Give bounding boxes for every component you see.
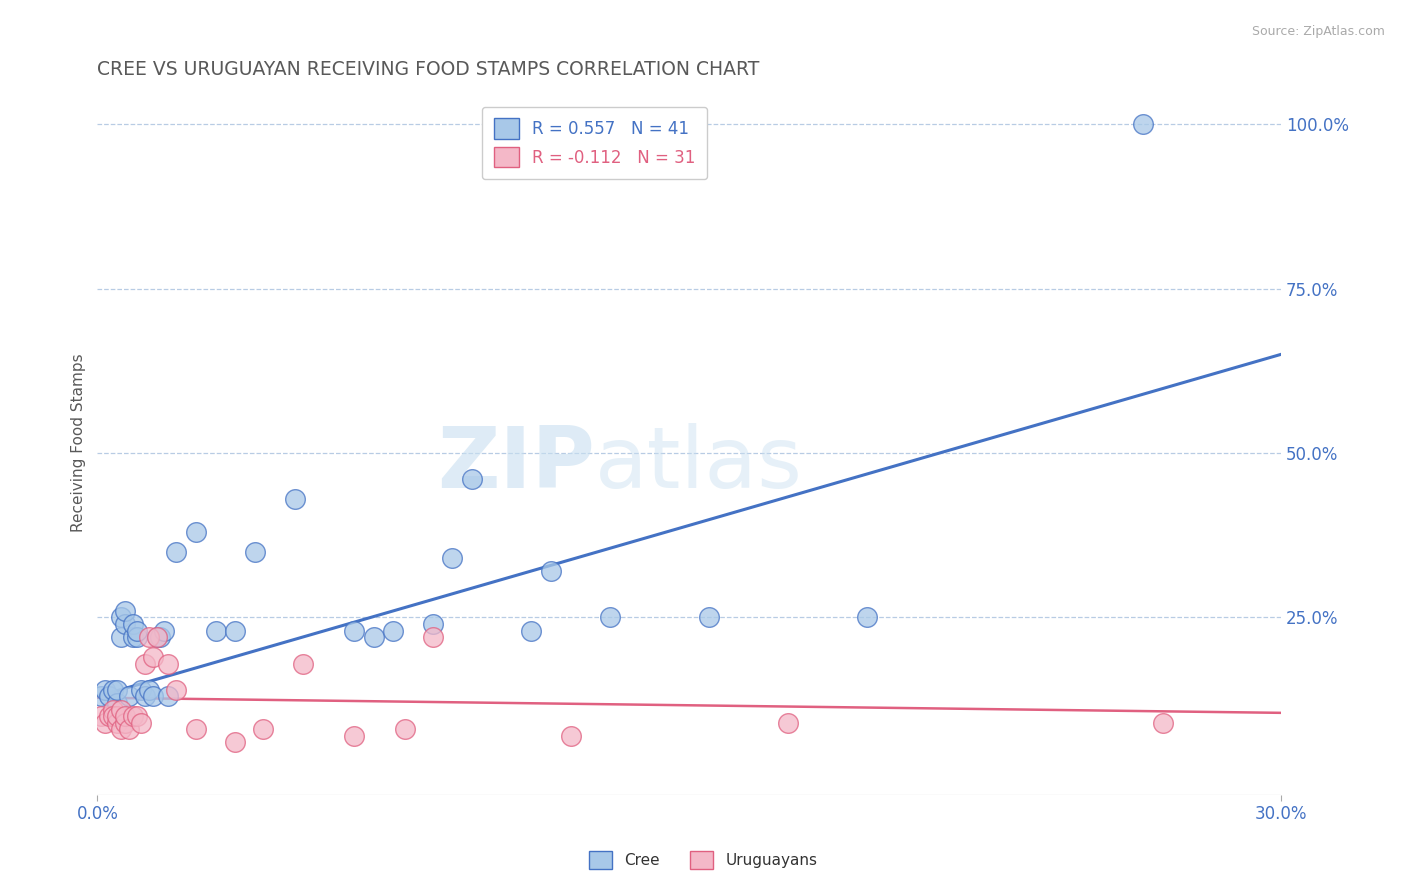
Point <box>291 657 314 671</box>
Point <box>98 709 121 723</box>
Point <box>145 630 167 644</box>
Point <box>114 604 136 618</box>
Point <box>105 682 128 697</box>
Point <box>142 690 165 704</box>
Point <box>461 472 484 486</box>
Point <box>125 630 148 644</box>
Point <box>184 723 207 737</box>
Y-axis label: Receiving Food Stamps: Receiving Food Stamps <box>72 354 86 533</box>
Point <box>101 702 124 716</box>
Point <box>284 492 307 507</box>
Point <box>520 624 543 638</box>
Point <box>110 723 132 737</box>
Point <box>1152 715 1174 730</box>
Point <box>118 723 141 737</box>
Point <box>252 723 274 737</box>
Point <box>110 702 132 716</box>
Point <box>204 624 226 638</box>
Point <box>343 624 366 638</box>
Point <box>110 610 132 624</box>
Point <box>224 735 246 749</box>
Point <box>94 682 117 697</box>
Point <box>134 657 156 671</box>
Point <box>98 690 121 704</box>
Point <box>121 630 143 644</box>
Point <box>441 551 464 566</box>
Point <box>110 630 132 644</box>
Point <box>105 709 128 723</box>
Point <box>363 630 385 644</box>
Point <box>105 696 128 710</box>
Point <box>134 690 156 704</box>
Point <box>157 690 180 704</box>
Point <box>129 682 152 697</box>
Point <box>153 624 176 638</box>
Point <box>121 617 143 632</box>
Point <box>90 690 112 704</box>
Point <box>121 709 143 723</box>
Point <box>184 524 207 539</box>
Point <box>101 709 124 723</box>
Point <box>243 544 266 558</box>
Legend: Cree, Uruguayans: Cree, Uruguayans <box>582 845 824 875</box>
Point <box>114 709 136 723</box>
Point <box>114 617 136 632</box>
Point <box>224 624 246 638</box>
Point <box>394 723 416 737</box>
Point <box>165 544 187 558</box>
Point <box>114 715 136 730</box>
Text: ZIP: ZIP <box>437 423 595 506</box>
Point <box>125 624 148 638</box>
Point <box>138 682 160 697</box>
Point <box>422 617 444 632</box>
Text: Source: ZipAtlas.com: Source: ZipAtlas.com <box>1251 25 1385 38</box>
Point <box>1132 117 1154 131</box>
Legend: R = 0.557   N = 41, R = -0.112   N = 31: R = 0.557 N = 41, R = -0.112 N = 31 <box>482 107 707 179</box>
Point <box>138 630 160 644</box>
Point <box>343 729 366 743</box>
Point <box>105 715 128 730</box>
Point <box>599 610 621 624</box>
Point <box>129 715 152 730</box>
Point <box>165 682 187 697</box>
Point <box>776 715 799 730</box>
Point <box>145 630 167 644</box>
Point <box>697 610 720 624</box>
Text: atlas: atlas <box>595 423 803 506</box>
Point <box>149 630 172 644</box>
Point <box>382 624 405 638</box>
Point <box>540 565 562 579</box>
Point <box>101 682 124 697</box>
Point <box>90 709 112 723</box>
Point <box>157 657 180 671</box>
Point <box>118 690 141 704</box>
Point <box>125 709 148 723</box>
Point <box>560 729 582 743</box>
Point <box>855 610 877 624</box>
Point <box>94 715 117 730</box>
Point <box>422 630 444 644</box>
Text: CREE VS URUGUAYAN RECEIVING FOOD STAMPS CORRELATION CHART: CREE VS URUGUAYAN RECEIVING FOOD STAMPS … <box>97 60 759 78</box>
Point <box>142 649 165 664</box>
